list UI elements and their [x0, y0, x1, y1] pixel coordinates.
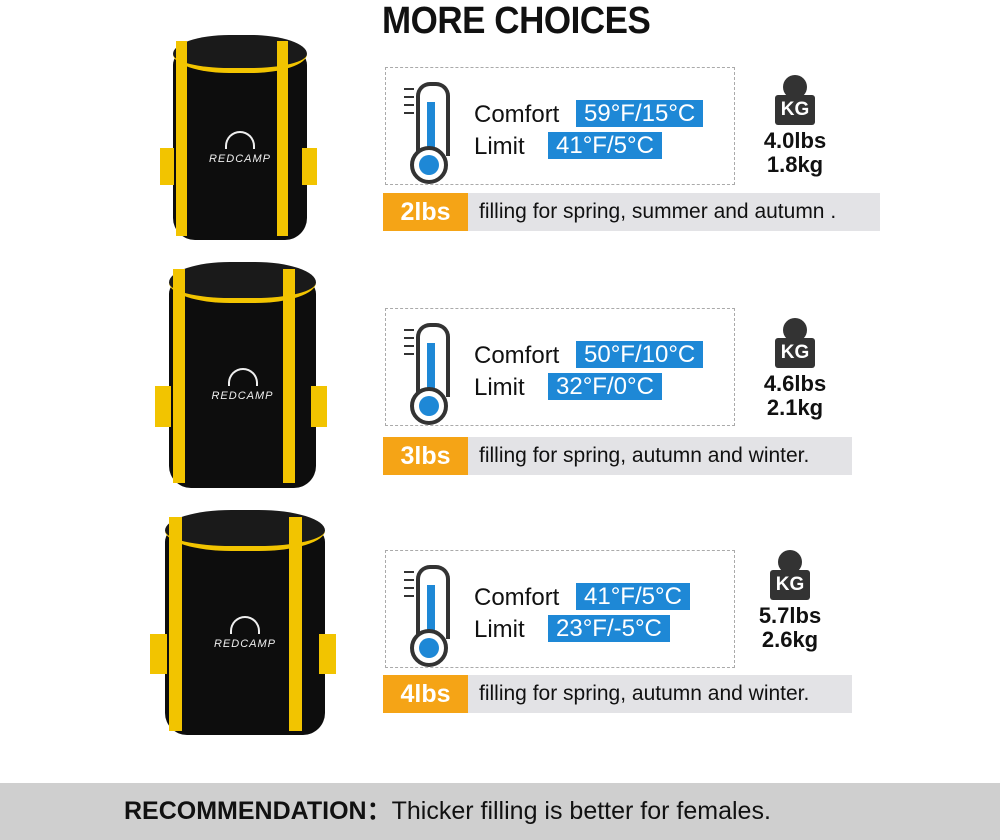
thermometer-ticks — [404, 571, 414, 603]
brand-name: REDCAMP — [213, 637, 276, 650]
tent-logo-icon — [230, 615, 260, 634]
weight-kg: 1.8kg — [766, 152, 824, 177]
yellow-strap — [172, 268, 185, 484]
weight-icon-label: KG — [775, 338, 815, 368]
sleeping-bag-image: REDCAMP — [150, 510, 340, 735]
weight-icon-label: KG — [775, 95, 815, 125]
yellow-strap — [288, 516, 302, 731]
weight-kg: 2.1kg — [766, 395, 824, 420]
sleeping-bag-image: REDCAMP — [155, 262, 330, 488]
filling-bar: 2lbs filling for spring, summer and autu… — [383, 193, 880, 231]
thermometer-bulb — [410, 629, 448, 667]
thermometer-icon — [416, 323, 450, 403]
weight-info: KG 5.7lbs 2.6kg — [750, 550, 830, 652]
yellow-flap — [155, 386, 171, 427]
thermometer-bulb — [410, 146, 448, 184]
temperature-box: Comfort 59°F/15°C Limit 41°F/5°C — [385, 67, 735, 185]
sleeping-bag-image: REDCAMP — [160, 35, 320, 240]
yellow-flap — [150, 633, 168, 675]
page-title: MORE CHOICES — [382, 0, 651, 42]
yellow-flap — [310, 386, 327, 427]
yellow-strap — [169, 516, 183, 731]
comfort-label: Comfort — [474, 101, 560, 128]
filling-bar: 3lbs filling for spring, autumn and wint… — [383, 437, 852, 475]
temperature-box: Comfort 41°F/5°C Limit 23°F/-5°C — [385, 550, 735, 668]
tent-logo-icon — [227, 368, 258, 387]
yellow-strap — [282, 268, 295, 484]
weight-info: KG 4.6lbs 2.1kg — [755, 318, 835, 420]
thermometer-ticks — [404, 329, 414, 361]
thermometer-icon — [416, 565, 450, 645]
limit-value: 32°F/0°C — [548, 373, 662, 400]
yellow-strap — [176, 41, 188, 236]
filling-amount: 3lbs — [383, 437, 468, 475]
filling-bar: 4lbs filling for spring, autumn and wint… — [383, 675, 852, 713]
temperature-box: Comfort 50°F/10°C Limit 32°F/0°C — [385, 308, 735, 426]
filling-description: filling for spring, autumn and winter. — [479, 444, 810, 467]
thermometer-ticks — [404, 88, 414, 120]
comfort-value: 59°F/15°C — [576, 100, 704, 127]
comfort-label: Comfort — [474, 584, 560, 611]
brand-logo: REDCAMP — [150, 615, 340, 650]
recommendation-label: RECOMMENDATION： — [124, 797, 392, 825]
thermometer-bulb — [410, 387, 448, 425]
recommendation-text: Thicker filling is better for females. — [391, 797, 771, 825]
limit-label: Limit — [474, 133, 525, 160]
filling-amount: 4lbs — [383, 675, 468, 713]
filling-description: filling for spring, autumn and winter. — [479, 682, 810, 705]
limit-label: Limit — [474, 374, 525, 401]
weight-lbs: 4.0lbs — [763, 128, 827, 153]
brand-name: REDCAMP — [211, 390, 274, 403]
recommendation-bar: RECOMMENDATION：Thicker filling is better… — [0, 783, 1000, 840]
thermometer-icon — [416, 82, 450, 162]
comfort-label: Comfort — [474, 342, 560, 369]
yellow-flap — [160, 147, 175, 185]
comfort-value: 50°F/10°C — [576, 341, 704, 368]
filling-description: filling for spring, summer and autumn . — [479, 200, 837, 223]
limit-value: 41°F/5°C — [548, 132, 662, 159]
yellow-flap — [319, 633, 337, 675]
tent-logo-icon — [225, 131, 255, 150]
yellow-flap — [302, 147, 317, 185]
weight-info: KG 4.0lbs 1.8kg — [755, 75, 835, 177]
comfort-value: 41°F/5°C — [576, 583, 690, 610]
brand-logo: REDCAMP — [155, 368, 330, 402]
limit-label: Limit — [474, 616, 525, 643]
weight-kg: 2.6kg — [761, 627, 819, 652]
yellow-strap — [276, 41, 288, 236]
brand-logo: REDCAMP — [160, 131, 320, 165]
brand-name: REDCAMP — [208, 153, 271, 166]
weight-lbs: 4.6lbs — [763, 371, 827, 396]
filling-amount: 2lbs — [383, 193, 468, 231]
weight-lbs: 5.7lbs — [758, 603, 822, 628]
limit-value: 23°F/-5°C — [548, 615, 670, 642]
weight-icon-label: KG — [770, 570, 810, 600]
